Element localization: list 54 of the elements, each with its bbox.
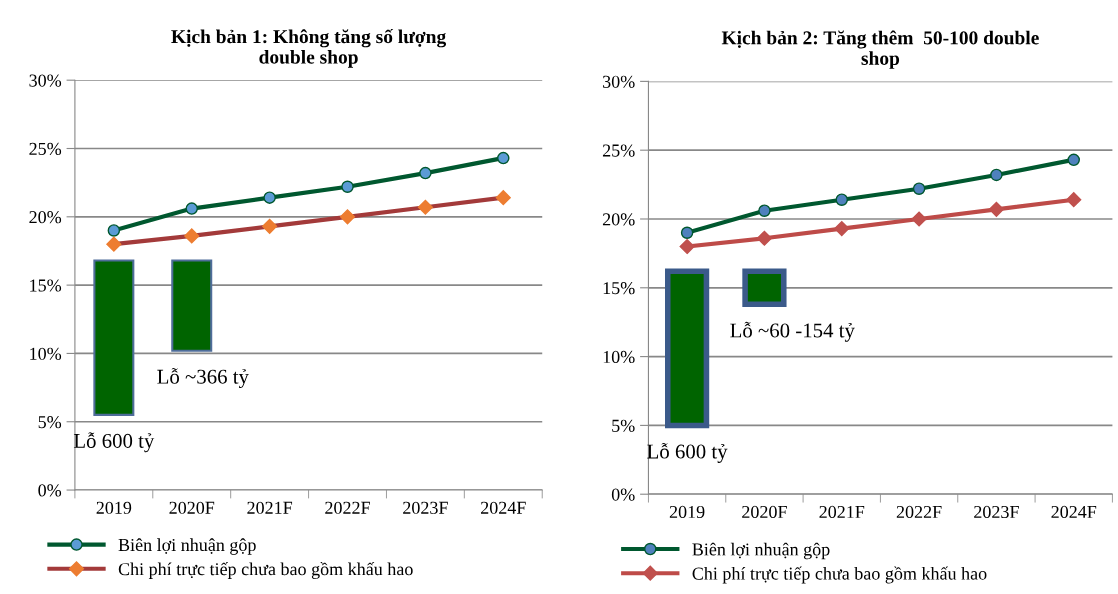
y-tick-label: 30% — [603, 75, 635, 88]
y-tick-label: 25% — [29, 142, 62, 155]
point — [341, 180, 354, 194]
point — [1066, 192, 1082, 208]
point — [107, 224, 121, 237]
y-tick-label: 30% — [29, 74, 62, 87]
y-tick-label: 5% — [612, 419, 635, 432]
x-tick-label: 2020F — [742, 505, 787, 519]
y-tick-label: 20% — [29, 211, 62, 224]
point — [263, 191, 276, 204]
point — [497, 151, 510, 165]
chart-title: Kịch bản 1: Không tăng số lượng double shop — [171, 28, 447, 68]
annotation: Lỗ 600 tỷ — [73, 432, 155, 453]
point — [835, 193, 849, 206]
y-tick-label: 0% — [38, 484, 62, 497]
annotation: Lỗ ~366 tỷ — [157, 368, 249, 388]
point — [756, 230, 773, 246]
x-tick-label: 2020F — [169, 501, 215, 514]
point — [680, 226, 694, 239]
y-tick-label: 20% — [602, 213, 635, 226]
annotation: Lỗ 600 tỷ — [647, 442, 728, 463]
y-tick-label: 5% — [38, 416, 62, 429]
y-tick-label: 15% — [603, 282, 635, 295]
x-tick-label: 2024F — [1051, 505, 1097, 519]
legend-label: Biên lợi nhuận gộp — [692, 542, 830, 560]
point — [990, 168, 1003, 182]
x-tick-label: 2021F — [819, 505, 865, 519]
chart-title: Kịch bản 2: Tăng thêm 50-100 double shop — [721, 30, 1039, 69]
point — [758, 204, 771, 217]
y-tick-label: 10% — [603, 350, 635, 364]
point — [679, 238, 695, 255]
x-tick-label: 2022F — [325, 501, 370, 514]
annotation: Lỗ ~60 -154 tỷ — [730, 321, 855, 342]
x-tick-label: 2019 — [96, 501, 132, 514]
x-tick-label: 2023F — [974, 505, 1019, 519]
point — [911, 211, 927, 227]
point — [185, 202, 198, 215]
x-tick-label: 2023F — [403, 501, 448, 514]
point — [1067, 153, 1080, 167]
legend-label: Chi phí trực tiếp chưa bao gồm khấu hao — [692, 566, 987, 584]
point — [988, 201, 1004, 217]
legend-label: Biên lợi nhuận gộp — [118, 538, 256, 555]
point — [912, 182, 926, 195]
point — [834, 221, 850, 237]
x-tick-label: 2021F — [247, 501, 293, 514]
x-tick-label: 2019 — [669, 505, 705, 519]
y-tick-label: 10% — [30, 347, 62, 360]
y-tick-label: 0% — [611, 488, 635, 501]
x-tick-label: 2022F — [896, 505, 942, 519]
legend-label: Chi phí trực tiếp chưa bao gồm khấu hao — [118, 562, 413, 579]
point — [419, 166, 432, 180]
y-tick-label: 25% — [602, 144, 635, 157]
x-tick-label: 2024F — [481, 501, 526, 514]
y-tick-label: 15% — [30, 279, 62, 292]
